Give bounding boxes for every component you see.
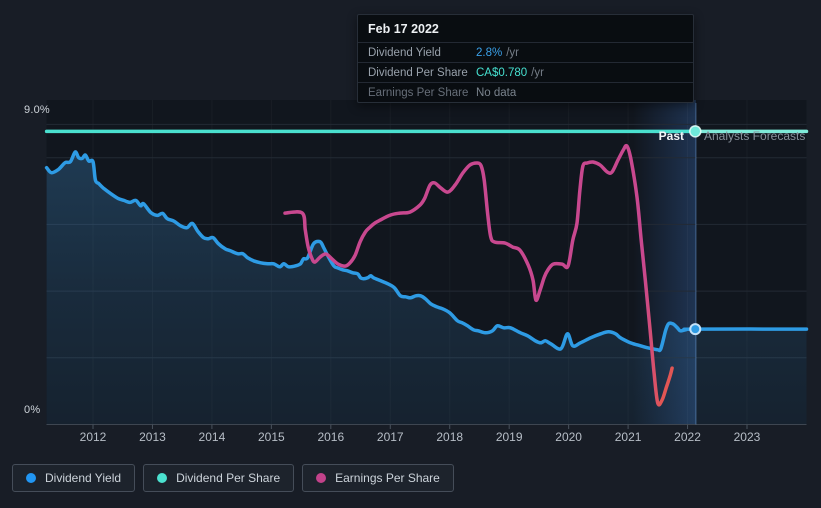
x-axis-year-label: 2014 — [198, 430, 226, 444]
legend-item-label: Dividend Per Share — [176, 471, 281, 485]
tooltip-row: Earnings Per Share No data — [358, 82, 693, 102]
dividend-yield-area — [46, 151, 807, 425]
legend-item-label: Dividend Yield — [45, 471, 122, 485]
past-section-label: Past — [658, 129, 684, 143]
tooltip-row: Dividend Per Share CA$0.780/yr — [358, 62, 693, 82]
tooltip-row-value: No data — [476, 86, 517, 99]
tooltip-row-value: 2.8% — [476, 46, 503, 59]
tooltip-row-label: Dividend Per Share — [368, 66, 468, 79]
chart-tooltip: Feb 17 2022 Dividend Yield 2.8%/yr Dividen… — [357, 14, 694, 103]
legend-color-dot — [157, 473, 168, 483]
earnings-per-share-line — [283, 143, 674, 407]
legend-color-dot — [316, 473, 327, 483]
chart-legend: Dividend Yield Dividend Per Share Earnings… — [12, 464, 454, 492]
x-axis-year-label: 2023 — [733, 430, 761, 444]
x-axis-year-label: 2022 — [674, 430, 701, 444]
tooltip-row-unit: /yr — [506, 46, 519, 59]
legend-item-dividend-per-share[interactable]: Dividend Per Share — [143, 464, 295, 492]
x-axis-year-label: 2020 — [555, 430, 582, 444]
tooltip-date: Feb 17 2022 — [368, 22, 439, 36]
dividend-per-share-marker-dot — [689, 125, 702, 138]
x-axis-year-label: 2018 — [436, 430, 464, 444]
tooltip-row-unit: /yr — [531, 66, 544, 79]
y-axis-label-top: 9.0% — [24, 104, 50, 116]
analysts-forecasts-section-label: Analysts Forecasts — [704, 129, 806, 143]
tooltip-row-value: CA$0.780 — [476, 66, 528, 79]
x-axis-year-label: 2021 — [614, 430, 642, 444]
y-axis-label-zero: 0% — [24, 404, 41, 416]
dividend-yield-marker-dot — [689, 323, 702, 336]
x-axis-year-label: 2017 — [376, 430, 404, 444]
dividend-yield-line — [44, 150, 809, 353]
legend-item-earnings-per-share[interactable]: Earnings Per Share — [302, 464, 454, 492]
x-axis-year-label: 2013 — [139, 430, 166, 444]
legend-item-dividend-yield[interactable]: Dividend Yield — [12, 464, 136, 492]
tooltip-row-label: Earnings Per Share — [368, 86, 469, 99]
tooltip-row-label: Dividend Yield — [368, 46, 441, 59]
x-axis-year-label: 2016 — [317, 430, 345, 444]
x-axis-year-label: 2015 — [258, 430, 285, 444]
legend-item-label: Earnings Per Share — [335, 471, 440, 485]
x-axis-year-label: 2019 — [495, 430, 523, 444]
legend-color-dot — [26, 473, 36, 483]
x-axis-year-label: 2012 — [79, 430, 107, 444]
tooltip-rows: Dividend Yield 2.8%/yr Dividend Per Share C… — [358, 42, 693, 102]
tooltip-row: Dividend Yield 2.8%/yr — [358, 42, 693, 62]
